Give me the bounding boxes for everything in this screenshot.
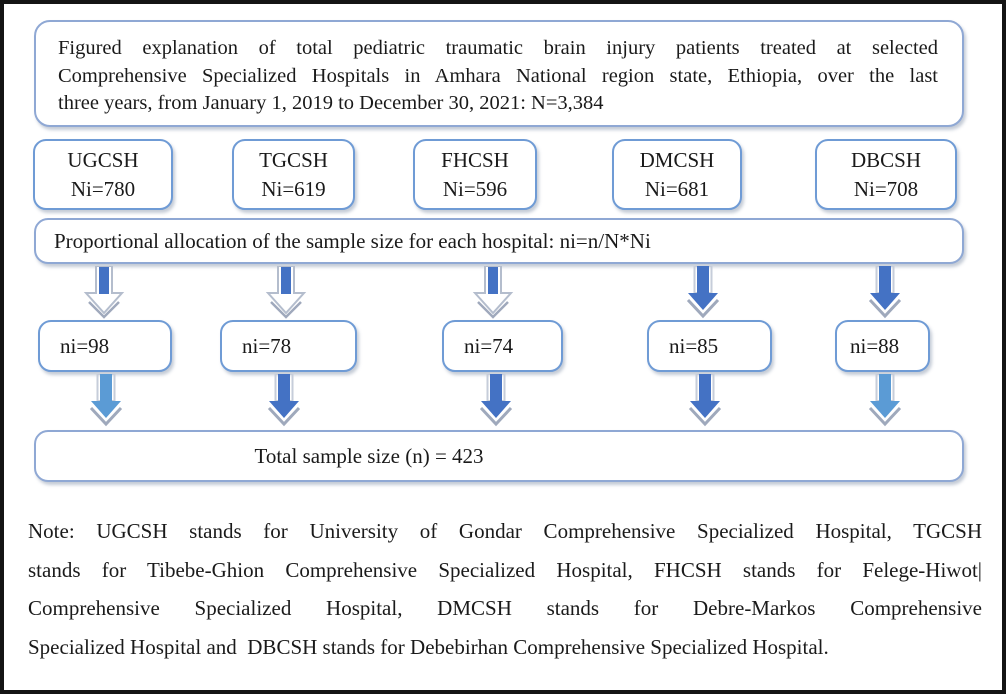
note-text: Note: UGCSH stands for University of Gon… [28, 512, 982, 666]
allocation-text: Proportional allocation of the sample si… [54, 228, 651, 253]
hospital-count: Ni=619 [261, 176, 326, 201]
down-arrow-icon [688, 374, 722, 427]
hospital-box-dmcsh: DMCSH Ni=681 [612, 139, 742, 210]
hospital-count: Ni=708 [853, 176, 919, 201]
down-arrow-icon [89, 374, 123, 427]
hospital-abbr: TGCSH [259, 147, 328, 172]
sample-box-tgcsh: ni=78 [220, 320, 357, 372]
sample-box-ugcsh: ni=98 [38, 320, 172, 372]
hospital-box-fhcsh: FHCSH Ni=596 [413, 139, 537, 210]
sample-size: ni=88 [850, 333, 900, 358]
down-arrow-icon [868, 374, 902, 427]
hospital-abbr: DBCSH [850, 147, 922, 172]
note-line: stands for Tibebe-Ghion Comprehensive Sp… [28, 557, 982, 582]
note-line: Note: UGCSH stands for University of Gon… [28, 519, 982, 543]
hospital-count: Ni=681 [644, 176, 710, 201]
hospital-box-ugcsh: UGCSH Ni=780 [33, 139, 173, 210]
down-arrow-icon [868, 266, 902, 319]
hospital-count: Ni=780 [70, 176, 136, 201]
down-arrow-icon [479, 374, 513, 427]
sample-size: ni=78 [242, 333, 292, 358]
hospital-count: Ni=596 [442, 176, 508, 201]
sample-box-dmcsh: ni=85 [647, 320, 772, 372]
down-arrow-icon [472, 266, 514, 319]
hospital-abbr: FHCSH [441, 147, 509, 172]
down-arrow-icon [267, 374, 301, 427]
sample-box-dbcsh: ni=88 [835, 320, 930, 372]
figure-caption-box: Figured explanation of total pediatric t… [34, 20, 964, 127]
sample-size: ni=74 [464, 333, 514, 358]
caption-line: Comprehensive Specialized Hospitals in A… [58, 64, 938, 87]
note-line: Comprehensive Specialized Hospital, DMCS… [28, 596, 982, 620]
down-arrow-icon [265, 266, 307, 319]
hospital-box-dbcsh: DBCSH Ni=708 [815, 139, 957, 210]
hospital-abbr: UGCSH [67, 147, 139, 172]
caption-line: Figured explanation of total pediatric t… [58, 37, 938, 59]
hospital-abbr: DMCSH [639, 147, 715, 172]
hospital-box-tgcsh: TGCSH Ni=619 [232, 139, 355, 210]
total-sample-box: Total sample size (n) = 423 [34, 430, 964, 482]
sample-size: ni=98 [60, 333, 110, 358]
sample-size: ni=85 [669, 333, 719, 358]
note-line: Specialized Hospital and DBCSH stands fo… [28, 634, 829, 659]
caption-line: three years, from January 1, 2019 to Dec… [58, 92, 604, 114]
allocation-formula-box: Proportional allocation of the sample si… [34, 218, 964, 264]
sample-box-fhcsh: ni=74 [442, 320, 563, 372]
down-arrow-icon [83, 266, 125, 319]
total-sample-text: Total sample size (n) = 423 [254, 443, 484, 468]
down-arrow-icon [686, 266, 720, 319]
